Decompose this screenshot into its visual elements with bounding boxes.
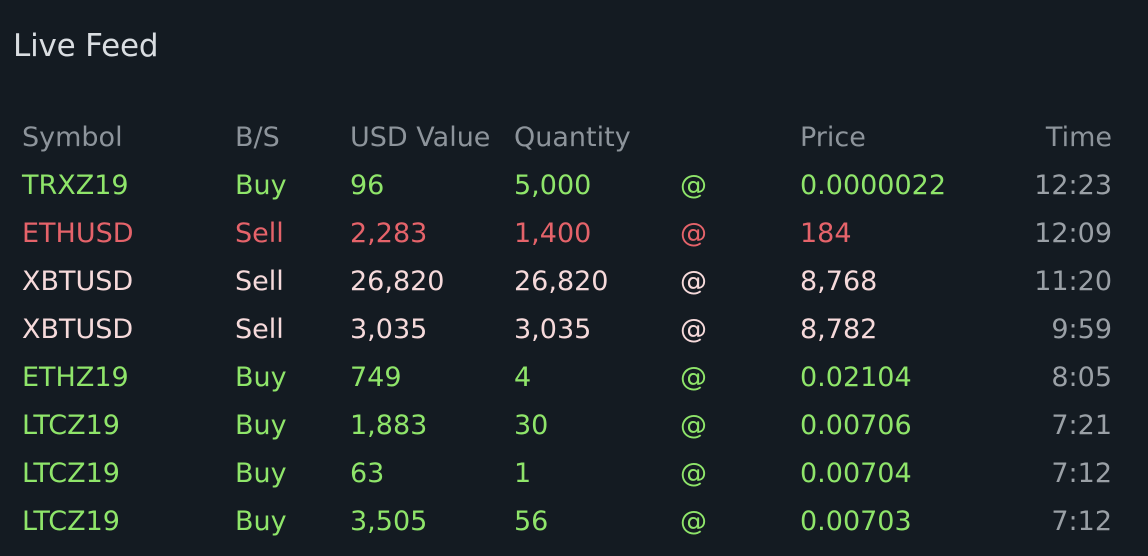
price-cell: 0.00703 [800,506,912,537]
quantity-cell: 3,035 [514,314,592,345]
symbol-cell: LTCZ19 [22,458,120,489]
symbol-cell: ETHZ19 [22,362,129,393]
quantity-cell: 30 [514,410,549,441]
price-cell: 0.00704 [800,458,912,489]
side-cell: Buy [235,362,287,393]
side-cell: Buy [235,458,287,489]
quantity-cell: 56 [514,506,549,537]
time-cell: 7:12 [1051,506,1112,537]
quantity-cell: 5,000 [514,170,592,201]
header-symbol[interactable]: Symbol [22,122,123,153]
usd-value-cell: 96 [350,170,385,201]
usd-value-cell: 2,283 [350,218,428,249]
at-symbol: @ [680,314,707,345]
time-cell: 7:21 [1051,410,1112,441]
time-cell: 12:23 [1034,170,1112,201]
price-cell: 184 [800,218,852,249]
side-cell: Buy [235,170,287,201]
side-cell: Buy [235,410,287,441]
at-symbol: @ [680,266,707,297]
quantity-cell: 4 [514,362,532,393]
time-cell: 7:12 [1051,458,1112,489]
symbol-cell: XBTUSD [22,266,134,297]
symbol-cell: TRXZ19 [22,170,129,201]
side-cell: Sell [235,218,284,249]
table-row[interactable]: XBTUSD Sell 3,035 3,035 @ 8,782 9:59 [0,306,1148,354]
at-symbol: @ [680,506,707,537]
at-symbol: @ [680,218,707,249]
at-symbol: @ [680,362,707,393]
header-usd-value[interactable]: USD Value [350,122,491,153]
usd-value-cell: 3,035 [350,314,428,345]
usd-value-cell: 749 [350,362,402,393]
price-cell: 0.02104 [800,362,912,393]
side-cell: Sell [235,314,284,345]
time-cell: 12:09 [1034,218,1112,249]
header-quantity[interactable]: Quantity [514,122,631,153]
side-cell: Sell [235,266,284,297]
at-symbol: @ [680,458,707,489]
usd-value-cell: 63 [350,458,385,489]
time-cell: 8:05 [1051,362,1112,393]
table-row[interactable]: ETHUSD Sell 2,283 1,400 @ 184 12:09 [0,210,1148,258]
table-row[interactable]: TRXZ19 Buy 96 5,000 @ 0.0000022 12:23 [0,162,1148,210]
at-symbol: @ [680,170,707,201]
table-header: Symbol B/S USD Value Quantity Price Time [0,114,1148,162]
quantity-cell: 1,400 [514,218,592,249]
symbol-cell: XBTUSD [22,314,134,345]
price-cell: 8,768 [800,266,878,297]
symbol-cell: LTCZ19 [22,506,120,537]
quantity-cell: 26,820 [514,266,609,297]
time-cell: 11:20 [1034,266,1112,297]
side-cell: Buy [235,506,287,537]
usd-value-cell: 3,505 [350,506,428,537]
table-row[interactable]: XBTUSD Sell 26,820 26,820 @ 8,768 11:20 [0,258,1148,306]
price-cell: 0.0000022 [800,170,947,201]
symbol-cell: LTCZ19 [22,410,120,441]
usd-value-cell: 26,820 [350,266,445,297]
header-time[interactable]: Time [1045,122,1112,153]
price-cell: 0.00706 [800,410,912,441]
trade-table: Symbol B/S USD Value Quantity Price Time… [0,114,1148,546]
quantity-cell: 1 [514,458,532,489]
usd-value-cell: 1,883 [350,410,428,441]
time-cell: 9:59 [1051,314,1112,345]
table-row[interactable]: LTCZ19 Buy 63 1 @ 0.00704 7:12 [0,450,1148,498]
header-side[interactable]: B/S [235,122,280,153]
symbol-cell: ETHUSD [22,218,134,249]
table-row[interactable]: ETHZ19 Buy 749 4 @ 0.02104 8:05 [0,354,1148,402]
panel-title: Live Feed [13,28,159,64]
header-price[interactable]: Price [800,122,866,153]
table-row[interactable]: LTCZ19 Buy 3,505 56 @ 0.00703 7:12 [0,498,1148,546]
table-row[interactable]: LTCZ19 Buy 1,883 30 @ 0.00706 7:21 [0,402,1148,450]
price-cell: 8,782 [800,314,878,345]
at-symbol: @ [680,410,707,441]
